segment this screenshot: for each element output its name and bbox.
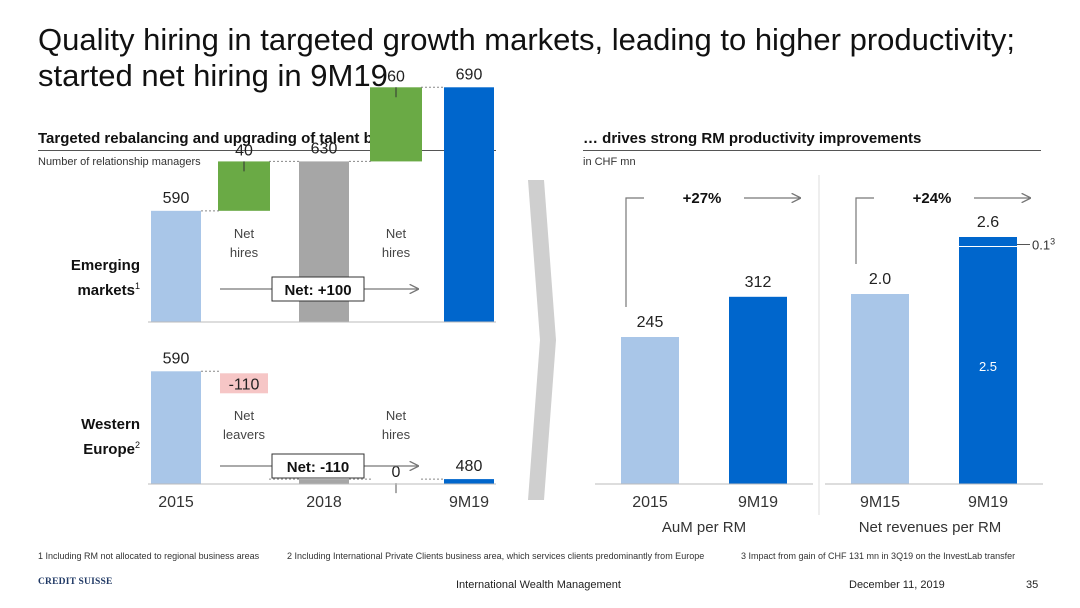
footnote-marker: 1	[134, 281, 140, 291]
category-label: Net	[386, 226, 407, 241]
annotation-label: Net: +100	[284, 282, 351, 299]
bar-value-label: 245	[637, 314, 664, 331]
page-title: Quality hiring in targeted growth market…	[38, 22, 1015, 93]
bar-value-label: 2.6	[977, 214, 999, 231]
right-panel-rule	[583, 150, 1041, 151]
delta-value-label: 40	[235, 142, 253, 159]
bar-value-label: 690	[456, 66, 483, 83]
delta-bar	[370, 87, 422, 162]
row-label-line2: markets	[77, 282, 135, 299]
delta-value-label: -110	[229, 376, 260, 393]
annotation-box	[271, 453, 365, 479]
chart-xlabel: Net revenues per RM	[859, 519, 1002, 536]
bar	[851, 294, 909, 484]
bar-value-label: 312	[745, 274, 772, 291]
left-panel-rule	[38, 150, 496, 151]
footer-date: December 11, 2019	[849, 579, 945, 591]
category-label: leavers	[223, 427, 265, 442]
chart-xlabel: AuM per RM	[662, 519, 746, 536]
right-panel-heading: … drives strong RM productivity improvem…	[583, 130, 922, 147]
footnote-2: 2 Including International Private Client…	[287, 551, 705, 561]
row-label-line1: Emerging	[70, 257, 140, 274]
bar	[444, 87, 494, 322]
footnote-marker: 3	[1050, 237, 1055, 247]
left-panel-subheading: Number of relationship managers	[38, 156, 201, 168]
delta-box	[220, 373, 268, 394]
bar-value-label: 480	[456, 458, 483, 475]
footnote-1: 1 Including RM not allocated to regional…	[38, 551, 260, 561]
bar	[151, 210, 201, 322]
segment-label: 2.5	[979, 359, 997, 374]
row-label-western-europe: Western Europe2	[30, 415, 140, 460]
x-tick-label: 2015	[158, 494, 194, 511]
chevron-separator	[528, 180, 556, 500]
bar	[621, 337, 679, 484]
category-label: hires	[382, 245, 411, 260]
annotation-label: Net: -110	[287, 459, 350, 476]
bar	[444, 479, 494, 484]
footnote-marker: 2	[134, 440, 140, 450]
growth-bracket	[625, 197, 644, 307]
growth-label: +27%	[683, 190, 722, 207]
x-tick-label: 2015	[632, 494, 668, 511]
x-tick-label: 9M19	[968, 494, 1008, 511]
credit-suisse-logo: CREDIT SUISSE	[38, 577, 112, 587]
row-label-emerging-markets: Emerging markets1	[30, 256, 140, 301]
x-tick-label: 9M19	[449, 494, 489, 511]
x-tick-label: 9M19	[738, 494, 778, 511]
delta-value-label: 60	[387, 68, 405, 85]
category-label: Net	[386, 408, 407, 423]
logo-text: CREDIT SUISSE	[38, 577, 113, 587]
delta-value-label: 0	[392, 464, 401, 481]
growth-label: +24%	[913, 190, 952, 207]
category-label: hires	[230, 245, 259, 260]
row-label-line1: Western	[81, 416, 140, 433]
bar-value-label: 590	[163, 350, 190, 367]
x-tick-label: 2018	[306, 494, 342, 511]
right-panel-subheading: in CHF mn	[583, 156, 636, 168]
x-tick-label: 9M15	[860, 494, 900, 511]
category-label: Net	[234, 408, 255, 423]
bar	[959, 237, 1017, 484]
bar-value-label: 630	[311, 140, 338, 157]
segment-callout-label: 0.13	[1032, 237, 1055, 253]
annotation-box	[271, 276, 365, 302]
bar	[299, 479, 349, 484]
growth-bracket	[855, 197, 874, 264]
category-label: Net	[234, 226, 255, 241]
category-label: hires	[382, 427, 411, 442]
bar-value-label: 2.0	[869, 271, 891, 288]
bar	[151, 371, 201, 484]
bar	[729, 296, 787, 484]
row-label-line2: Europe	[83, 441, 135, 458]
left-panel-heading: Targeted rebalancing and upgrading of ta…	[38, 130, 413, 147]
footer-division: International Wealth Management	[456, 579, 621, 591]
footnote-3: 3 Impact from gain of CHF 131 mn in 3Q19…	[741, 551, 1016, 561]
page-number: 35	[1026, 579, 1039, 591]
bar-value-label: 590	[163, 190, 190, 207]
